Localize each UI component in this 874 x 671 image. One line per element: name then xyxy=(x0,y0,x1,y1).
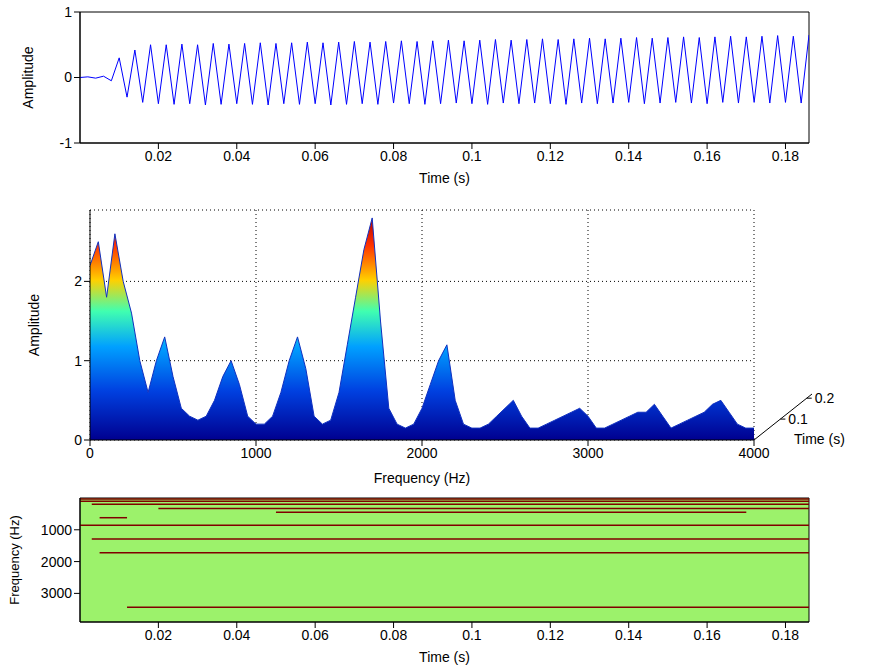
svg-text:0.16: 0.16 xyxy=(693,148,720,164)
svg-text:3000: 3000 xyxy=(572,445,603,461)
svg-text:0.14: 0.14 xyxy=(615,627,642,643)
svg-text:Time (s): Time (s) xyxy=(419,649,470,665)
svg-text:Amplitude: Amplitude xyxy=(26,294,42,356)
svg-text:0.08: 0.08 xyxy=(380,627,407,643)
svg-text:0.06: 0.06 xyxy=(302,627,329,643)
svg-text:0.1: 0.1 xyxy=(788,411,808,427)
svg-text:0.1: 0.1 xyxy=(462,148,482,164)
svg-text:0: 0 xyxy=(74,432,82,448)
svg-text:Time (s): Time (s) xyxy=(419,170,470,186)
svg-text:0.1: 0.1 xyxy=(462,627,482,643)
svg-text:0.08: 0.08 xyxy=(380,148,407,164)
svg-text:0: 0 xyxy=(86,445,94,461)
svg-text:0.02: 0.02 xyxy=(145,148,172,164)
svg-text:0.12: 0.12 xyxy=(537,627,564,643)
svg-text:0.04: 0.04 xyxy=(223,148,250,164)
svg-text:1000: 1000 xyxy=(240,445,271,461)
svg-text:0.2: 0.2 xyxy=(815,390,835,406)
svg-text:2000: 2000 xyxy=(406,445,437,461)
svg-text:2000: 2000 xyxy=(41,554,72,570)
svg-text:0.04: 0.04 xyxy=(223,627,250,643)
svg-text:0.14: 0.14 xyxy=(615,148,642,164)
svg-text:1: 1 xyxy=(64,4,72,20)
svg-text:Frequency (Hz): Frequency (Hz) xyxy=(7,515,22,605)
svg-text:4000: 4000 xyxy=(738,445,769,461)
svg-text:0.12: 0.12 xyxy=(537,148,564,164)
svg-text:1000: 1000 xyxy=(41,522,72,538)
svg-text:0.06: 0.06 xyxy=(302,148,329,164)
svg-text:Amplitude: Amplitude xyxy=(20,46,36,108)
svg-text:3000: 3000 xyxy=(41,585,72,601)
svg-text:2: 2 xyxy=(74,273,82,289)
svg-text:Time (s): Time (s) xyxy=(794,431,845,447)
svg-text:0.16: 0.16 xyxy=(693,627,720,643)
svg-text:Frequency (Hz): Frequency (Hz) xyxy=(374,470,470,486)
svg-text:0.18: 0.18 xyxy=(772,627,799,643)
svg-text:0.02: 0.02 xyxy=(145,627,172,643)
svg-text:-1: -1 xyxy=(60,135,73,151)
svg-text:1: 1 xyxy=(74,353,82,369)
svg-text:0: 0 xyxy=(64,69,72,85)
svg-text:0.18: 0.18 xyxy=(772,148,799,164)
